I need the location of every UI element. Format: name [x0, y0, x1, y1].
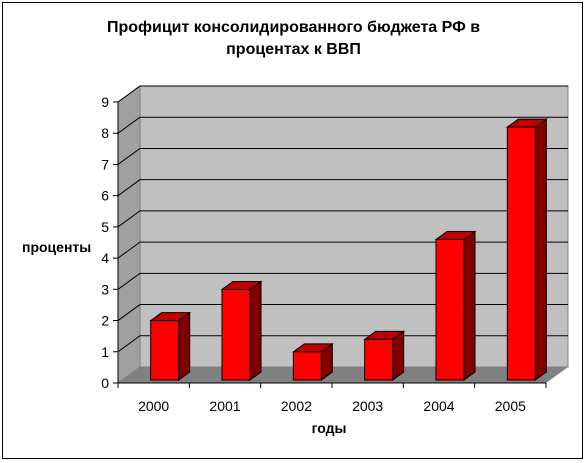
- x-tick-label: 2001: [209, 398, 240, 414]
- y-tick-label: 3: [101, 281, 109, 297]
- gridlines: [117, 85, 568, 353]
- x-tick-label: 2002: [281, 398, 312, 414]
- bar-front: [364, 338, 394, 381]
- x-tick-label: 2000: [138, 398, 169, 414]
- back-wall: [139, 85, 569, 368]
- y-axis-label: проценты: [22, 239, 91, 255]
- y-tick-label: 9: [101, 94, 109, 110]
- bar-side: [249, 280, 262, 381]
- gridline: [117, 335, 568, 353]
- bar: [434, 230, 477, 381]
- x-tick-label: 2005: [495, 398, 526, 414]
- y-tick-labels: 0 1 2 3 4 5 6 7 8 9: [101, 94, 546, 391]
- y-tick-label: 2: [101, 313, 109, 329]
- x-tick-label: 2004: [423, 398, 454, 414]
- bar: [220, 280, 263, 381]
- y-tick-label: 4: [101, 250, 109, 266]
- y-tick-label: 1: [101, 344, 109, 360]
- chart-title-line2: процентах к ВВП: [226, 41, 361, 58]
- bar-front: [435, 239, 465, 381]
- bar-side: [463, 230, 476, 381]
- bar-front: [150, 320, 180, 381]
- chart-title: Профицит консолидированного бюджета РФ в…: [0, 17, 587, 61]
- gridline: [117, 85, 568, 103]
- x-tick-labels: 2000 2001 2002 2003 2004 2005: [117, 383, 547, 414]
- bar: [291, 342, 334, 381]
- gridline: [117, 147, 568, 165]
- x-tick-label: 2003: [352, 398, 383, 414]
- bar: [363, 330, 406, 381]
- y-tick-label: 8: [101, 125, 109, 141]
- gridline: [117, 304, 568, 321]
- gridline: [117, 210, 568, 228]
- gridline: [117, 272, 568, 290]
- bar-front: [221, 288, 251, 381]
- bar-front: [506, 126, 536, 381]
- bar: [149, 311, 192, 381]
- chart-title-line1: Профицит консолидированного бюджета РФ в: [106, 19, 481, 36]
- gridline: [117, 179, 568, 197]
- bars: [149, 118, 548, 381]
- y-tick-label: 7: [101, 156, 109, 172]
- gridline: [117, 116, 568, 134]
- gridline: [117, 241, 568, 259]
- bar-side: [534, 118, 547, 381]
- y-tick-label: 6: [101, 188, 109, 204]
- bar: [505, 118, 548, 381]
- bar-side: [178, 311, 191, 381]
- bar-front: [292, 351, 322, 381]
- y-tick-label: 5: [101, 219, 109, 235]
- y-tick-label: 0: [101, 375, 109, 391]
- x-axis-label: годы: [312, 420, 347, 436]
